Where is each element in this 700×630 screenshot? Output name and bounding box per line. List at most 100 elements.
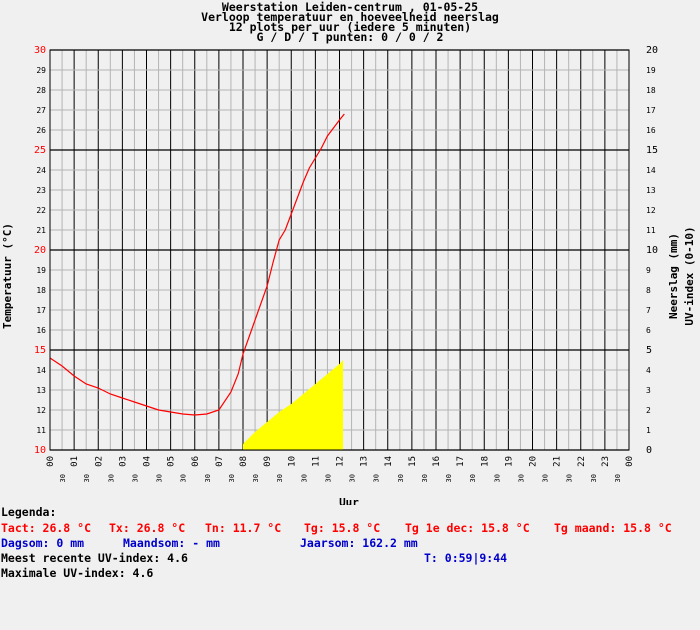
left-tick-label: 25 bbox=[34, 145, 46, 156]
left-tick-label: 27 bbox=[36, 106, 46, 115]
right-tick-label: 15 bbox=[646, 145, 658, 156]
left-tick-label: 24 bbox=[36, 166, 46, 175]
right-tick-label: 13 bbox=[646, 186, 656, 195]
legend-tn: Tn: 11.7 °C bbox=[205, 521, 282, 535]
right-tick-label: 9 bbox=[646, 266, 651, 275]
x-minor-tick-label: 30 bbox=[59, 474, 67, 482]
x-minor-tick-label: 30 bbox=[421, 474, 429, 482]
legend-tg-maand: Tg maand: 15.8 °C bbox=[554, 521, 672, 535]
legend-jaarsom: Jaarsom: 162.2 mm bbox=[300, 536, 418, 550]
x-minor-tick-label: 30 bbox=[349, 474, 357, 482]
right-tick-label: 3 bbox=[646, 386, 651, 395]
x-minor-tick-label: 30 bbox=[566, 474, 574, 482]
right-tick-label: 18 bbox=[646, 86, 656, 95]
left-tick-label: 30 bbox=[34, 45, 46, 56]
x-minor-tick-label: 30 bbox=[228, 474, 236, 482]
chart-title-line: Weerstation Leiden-centrum , 01-05-25 bbox=[222, 0, 478, 14]
x-minor-tick-label: 30 bbox=[493, 474, 501, 482]
x-tick-label: 02 bbox=[94, 456, 104, 467]
x-minor-tick-label: 30 bbox=[469, 474, 477, 482]
right-tick-label: 10 bbox=[646, 245, 658, 256]
right-tick-label: 2 bbox=[646, 406, 651, 415]
legend-maandsom: Maandsom: - mm bbox=[123, 536, 220, 550]
uv-index-area bbox=[243, 360, 344, 450]
right-tick-label: 12 bbox=[646, 206, 656, 215]
x-tick-label: 07 bbox=[215, 456, 225, 467]
left-tick-label: 26 bbox=[36, 126, 46, 135]
chart-axes: 1011121314151617181920212223242526272829… bbox=[1, 45, 696, 505]
chart-title-line: G / D / T punten: 0 / 0 / 2 bbox=[257, 30, 444, 44]
right-tick-label: 11 bbox=[646, 226, 656, 235]
x-tick-label: 16 bbox=[432, 456, 442, 467]
right-tick-label: 17 bbox=[646, 106, 656, 115]
x-minor-tick-label: 30 bbox=[397, 474, 405, 482]
x-minor-tick-label: 30 bbox=[517, 474, 525, 482]
right-tick-label: 1 bbox=[646, 426, 651, 435]
x-tick-label: 15 bbox=[408, 456, 418, 467]
x-tick-label: 09 bbox=[263, 456, 273, 467]
left-axis-label: Temperatuur (°C) bbox=[1, 223, 14, 329]
x-tick-label: 01 bbox=[70, 456, 80, 467]
legend-time: T: 0:59|9:44 bbox=[424, 551, 508, 565]
x-tick-label: 04 bbox=[143, 456, 153, 467]
right-tick-label: 7 bbox=[646, 306, 651, 315]
right-tick-label: 19 bbox=[646, 66, 656, 75]
left-tick-label: 20 bbox=[34, 245, 46, 256]
right-axis-label-uv: UV-index (0-10) bbox=[683, 226, 696, 325]
right-tick-label: 5 bbox=[646, 345, 652, 356]
x-minor-tick-label: 30 bbox=[300, 474, 308, 482]
left-tick-label: 21 bbox=[36, 226, 46, 235]
left-tick-label: 17 bbox=[36, 306, 46, 315]
x-tick-label: 11 bbox=[311, 456, 321, 467]
chart-title-line: 12 plots per uur (iedere 5 minuten) bbox=[229, 20, 471, 34]
right-tick-label: 8 bbox=[646, 286, 651, 295]
legend-tg-dec: Tg 1e dec: 15.8 °C bbox=[405, 521, 530, 535]
legend-tx: Tx: 26.8 °C bbox=[109, 521, 186, 535]
x-tick-label: 22 bbox=[577, 456, 587, 467]
right-tick-label: 6 bbox=[646, 326, 651, 335]
right-tick-label: 16 bbox=[646, 126, 656, 135]
right-tick-label: 0 bbox=[646, 445, 652, 456]
x-minor-tick-label: 30 bbox=[614, 474, 622, 482]
x-minor-tick-label: 30 bbox=[542, 474, 550, 482]
x-tick-label: 00 bbox=[46, 456, 56, 467]
left-tick-label: 18 bbox=[36, 286, 46, 295]
left-tick-label: 23 bbox=[36, 186, 46, 195]
chart-title-line: Verloop temperatuur en hoeveelheid neers… bbox=[201, 10, 499, 24]
x-tick-label: 06 bbox=[191, 456, 201, 467]
legend-uv-recent: Meest recente UV-index: 4.6 bbox=[1, 551, 188, 565]
x-tick-label: 10 bbox=[287, 456, 297, 467]
plot-frame bbox=[49, 49, 630, 451]
left-tick-label: 10 bbox=[34, 445, 46, 456]
legend-heading: Legenda: bbox=[1, 505, 57, 519]
x-minor-tick-label: 30 bbox=[107, 474, 115, 482]
x-axis-label: Uur bbox=[339, 496, 359, 505]
x-minor-tick-label: 30 bbox=[445, 474, 453, 482]
left-tick-label: 13 bbox=[36, 386, 46, 395]
x-tick-label: 12 bbox=[336, 456, 346, 467]
x-tick-label: 14 bbox=[384, 456, 394, 467]
chart-grid bbox=[49, 49, 630, 451]
x-minor-tick-label: 30 bbox=[131, 474, 139, 482]
x-minor-tick-label: 30 bbox=[252, 474, 260, 482]
left-tick-label: 12 bbox=[36, 406, 46, 415]
x-tick-label: 20 bbox=[529, 456, 539, 467]
left-tick-label: 15 bbox=[34, 345, 46, 356]
x-minor-tick-label: 30 bbox=[324, 474, 332, 482]
x-minor-tick-label: 30 bbox=[373, 474, 381, 482]
x-tick-label: 13 bbox=[360, 456, 370, 467]
temperature-line bbox=[49, 113, 345, 416]
left-tick-label: 29 bbox=[36, 66, 46, 75]
x-tick-label: 00 bbox=[625, 456, 635, 467]
x-tick-label: 17 bbox=[456, 456, 466, 467]
chart-series bbox=[49, 113, 345, 450]
x-minor-tick-label: 30 bbox=[276, 474, 284, 482]
x-minor-tick-label: 30 bbox=[204, 474, 212, 482]
x-tick-label: 03 bbox=[118, 456, 128, 467]
x-minor-tick-label: 30 bbox=[180, 474, 188, 482]
left-tick-label: 14 bbox=[36, 366, 46, 375]
x-tick-label: 08 bbox=[239, 456, 249, 467]
left-tick-label: 19 bbox=[36, 266, 46, 275]
right-tick-label: 14 bbox=[646, 166, 656, 175]
legend-tg: Tg: 15.8 °C bbox=[304, 521, 381, 535]
